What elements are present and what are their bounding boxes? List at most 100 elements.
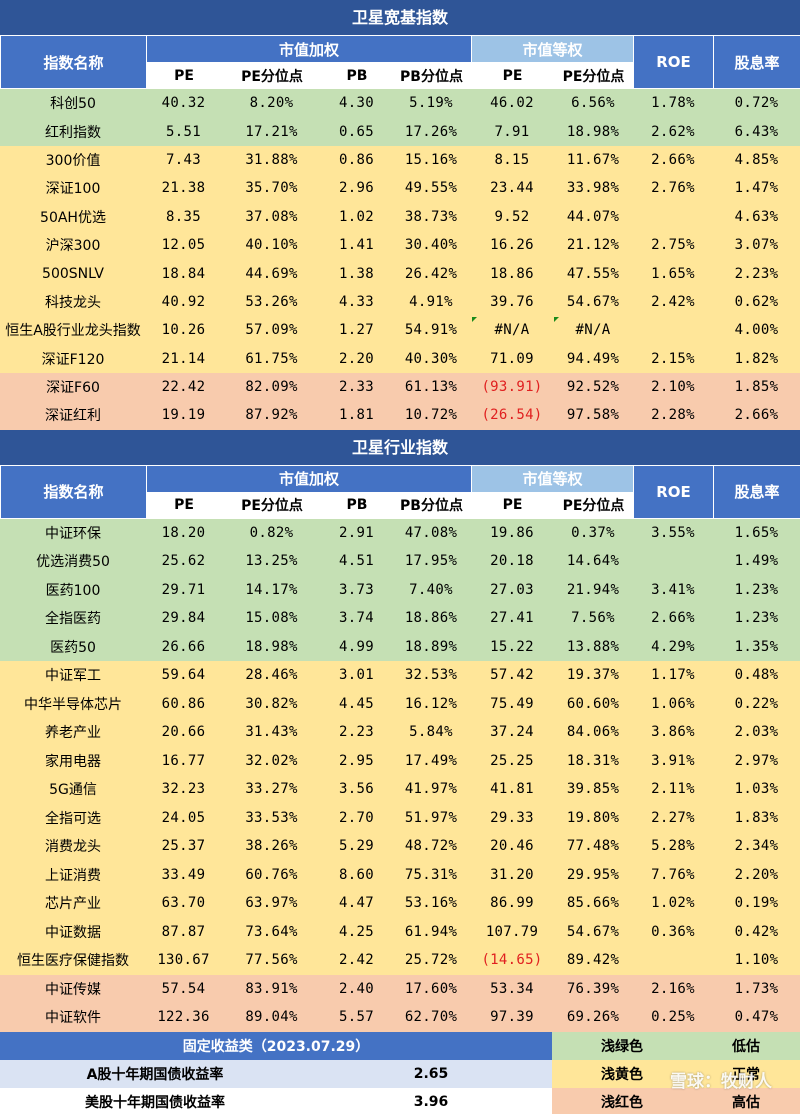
cell-pb-pct: 53.16% xyxy=(391,889,471,918)
col-div-header: 股息率 xyxy=(713,35,800,89)
col-pb-pct-header: PB分位点 xyxy=(390,62,473,89)
col-pe-pct-header: PE分位点 xyxy=(221,62,323,89)
table-row: 恒生A股行业龙头指数 10.26 57.09% 1.27 54.91% #N/A #N/A 4… xyxy=(0,316,800,345)
table-row: 中证传媒 57.54 83.91% 2.40 17.60% 53.34 76.39% 2.16… xyxy=(0,974,800,1004)
cell-roe: 2.27% xyxy=(633,803,713,833)
cell-pb: 3.01 xyxy=(322,661,391,690)
industry-header: 指数名称 市值加权 市值等权 ROE 股息率 PE PE分位点 PB PB分位点… xyxy=(0,464,800,519)
cell-pe2: 19.86 xyxy=(471,518,553,548)
cell-pb: 5.29 xyxy=(322,832,391,861)
cell-roe: 2.76% xyxy=(633,174,713,203)
cell-div: 3.07% xyxy=(713,230,800,260)
cell-roe: 2.28% xyxy=(633,401,713,430)
cell-pe-pct: 31.88% xyxy=(221,145,322,175)
col-pe2-header: PE xyxy=(471,491,555,519)
cell-pe-pct: 83.91% xyxy=(221,974,322,1004)
legend-meaning: 高估 xyxy=(692,1087,800,1114)
cell-pb: 1.38 xyxy=(322,259,391,288)
cell-roe: 5.28% xyxy=(633,832,713,861)
cell-roe: 1.78% xyxy=(633,89,713,118)
cell-pb-pct: 17.26% xyxy=(391,117,471,146)
cell-pe-pct: 35.70% xyxy=(221,174,322,203)
cell-pb: 2.20 xyxy=(322,344,391,373)
cell-name: 50AH优选 xyxy=(0,202,146,231)
cell-name: 消费龙头 xyxy=(0,832,146,861)
equal-weighted-header: 市值等权 xyxy=(471,35,635,63)
cell-pb: 2.33 xyxy=(322,372,391,402)
cell-pe: 29.84 xyxy=(146,604,221,633)
cell-div: 1.65% xyxy=(713,518,800,548)
cell-pe: 26.66 xyxy=(146,632,221,662)
cell-pe-pct: 87.92% xyxy=(221,401,322,430)
cell-pe: 5.51 xyxy=(146,117,221,146)
cell-pe2: 18.86 xyxy=(471,259,553,288)
cell-pe: 7.43 xyxy=(146,145,221,175)
cell-pb-pct: 25.72% xyxy=(391,946,471,975)
table-row: 中华半导体芯片 60.86 30.82% 4.45 16.12% 75.49 60.60% 1… xyxy=(0,689,800,719)
cell-div: 2.34% xyxy=(713,832,800,861)
cell-roe: 3.86% xyxy=(633,718,713,747)
cell-name: 中华半导体芯片 xyxy=(0,689,146,719)
cell-pe-pct: 17.21% xyxy=(221,117,322,146)
cell-pb: 4.33 xyxy=(322,287,391,317)
table-row: 芯片产业 63.70 63.97% 4.47 53.16% 86.99 85.66% 1.02… xyxy=(0,889,800,918)
cell-div: 0.47% xyxy=(713,1003,800,1032)
cell-name: 中证软件 xyxy=(0,1003,146,1032)
cell-pb: 2.70 xyxy=(322,803,391,833)
cell-pb: 4.25 xyxy=(322,917,391,947)
cell-pb-pct: 75.31% xyxy=(391,860,471,890)
broad-table: 科创50 40.32 8.20% 4.30 5.19% 46.02 6.56% 1.78% 0.… xyxy=(0,89,800,430)
cell-roe xyxy=(633,946,713,975)
cell-pe2-pct: 7.56% xyxy=(553,604,633,633)
cell-pb-pct: 62.70% xyxy=(391,1003,471,1032)
table-row: 科技龙头 40.92 53.26% 4.33 4.91% 39.76 54.67% 2.42%… xyxy=(0,287,800,317)
cell-pe2-pct: 54.67% xyxy=(553,287,633,317)
cell-pb: 1.02 xyxy=(322,202,391,231)
table-row: 深证F120 21.14 61.75% 2.20 40.30% 71.09 94.49% 2.… xyxy=(0,344,800,373)
cell-pe-pct: 14.17% xyxy=(221,575,322,605)
legend-meaning: 正常 xyxy=(692,1059,800,1088)
cell-name: 深证100 xyxy=(0,174,146,203)
cell-pe2: 46.02 xyxy=(471,89,553,118)
fixed-income-title: 固定收益类（2023.07.29） xyxy=(0,1031,553,1060)
table-row: 中证军工 59.64 28.46% 3.01 32.53% 57.42 19.37% 1.17… xyxy=(0,661,800,690)
cell-pb: 4.99 xyxy=(322,632,391,662)
cell-pb-pct: 15.16% xyxy=(391,145,471,175)
cell-pe: 59.64 xyxy=(146,661,221,690)
cell-pe2: (93.91) xyxy=(471,372,553,402)
cell-pe: 16.77 xyxy=(146,746,221,776)
cell-pe-pct: 40.10% xyxy=(221,230,322,260)
cell-pb: 1.27 xyxy=(322,316,391,345)
legend-color-name: 浅绿色 xyxy=(552,1031,693,1060)
cell-name: 芯片产业 xyxy=(0,889,146,918)
cell-pe2-pct: 21.94% xyxy=(553,575,633,605)
table-row: 沪深300 12.05 40.10% 1.41 30.40% 16.26 21.12% 2.7… xyxy=(0,230,800,260)
cell-pb: 5.57 xyxy=(322,1003,391,1032)
cell-pe2: 71.09 xyxy=(471,344,553,373)
cell-pe-pct: 37.08% xyxy=(221,202,322,231)
cell-pe2-pct: 19.37% xyxy=(553,661,633,690)
cell-pe-pct: 77.56% xyxy=(221,946,322,975)
cell-pb-pct: 16.12% xyxy=(391,689,471,719)
cell-pb: 2.91 xyxy=(322,518,391,548)
cell-pe2-pct: 97.58% xyxy=(553,401,633,430)
cell-pe2: (14.65) xyxy=(471,946,553,975)
cell-pe2: (26.54) xyxy=(471,401,553,430)
watermark-text: 雪球：牧财人 xyxy=(670,1072,772,1092)
cell-pe: 10.26 xyxy=(146,316,221,345)
cell-pb-pct: 32.53% xyxy=(391,661,471,690)
cell-pe2: 31.20 xyxy=(471,860,553,890)
cell-pe2: 16.26 xyxy=(471,230,553,260)
col-pe-pct-header: PE分位点 xyxy=(221,491,323,519)
cell-roe: 1.06% xyxy=(633,689,713,719)
cell-name: 中证数据 xyxy=(0,917,146,947)
cell-pe: 25.37 xyxy=(146,832,221,861)
cell-pe2: 23.44 xyxy=(471,174,553,203)
cell-roe: 0.25% xyxy=(633,1003,713,1032)
cell-pb-pct: 4.91% xyxy=(391,287,471,317)
cell-div: 2.66% xyxy=(713,401,800,430)
cell-name: 恒生A股行业龙头指数 xyxy=(0,316,146,345)
cell-pe2-pct: 89.42% xyxy=(553,946,633,975)
cell-pe2: 20.18 xyxy=(471,547,553,576)
fixed-income-table: 固定收益类（2023.07.29） 浅绿色 低估 A股十年期国债收益率 2.65… xyxy=(0,1031,800,1114)
